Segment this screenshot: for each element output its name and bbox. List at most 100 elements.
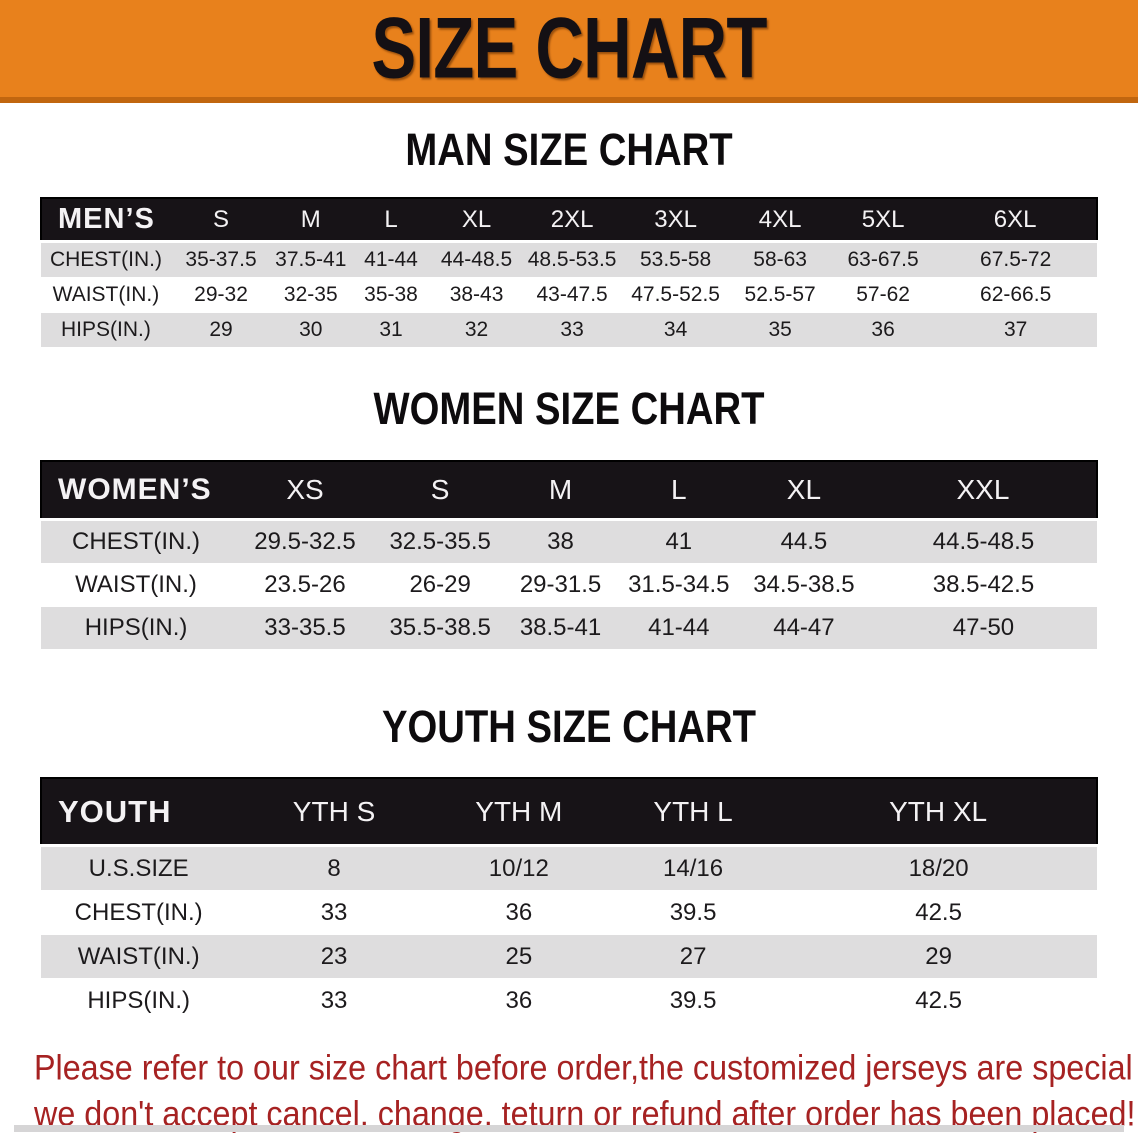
- youth-cell: 33: [320, 986, 348, 1014]
- table-row: CHEST(IN.) 35-37.5 37.5-41 41-44 44-48.5 48.5…: [41, 241, 1097, 278]
- youth-cell: 36: [505, 898, 533, 926]
- men-row-label: HIPS(IN.): [61, 318, 151, 341]
- youth-column-header: YTH XL: [780, 777, 1098, 847]
- women-cell: 38.5-42.5: [932, 571, 1035, 598]
- youth-cell: 29: [925, 942, 952, 970]
- table-header-row: YOUTH YTH S YTH M YTH L YTH XL: [39, 777, 1098, 847]
- women-table-body: CHEST(IN.) 29.5-32.5 32.5-35.5 38 41 44.5 44.5…: [41, 519, 1097, 650]
- women-cell: 44.5-48.5: [932, 528, 1035, 555]
- youth-column-header: YTH L: [605, 777, 781, 847]
- youth-cell: 42.5: [915, 898, 962, 926]
- youth-cell: 14/16: [663, 854, 724, 882]
- women-column-header: L: [619, 460, 738, 521]
- table-row: U.S.SIZE 8 10/12 14/16 18/20: [41, 845, 1097, 891]
- women-cell: 41: [665, 528, 693, 555]
- table-header-row: WOMEN’S XS S M L XL XXL: [39, 460, 1099, 521]
- youth-cell: 27: [679, 942, 707, 970]
- men-column-header: 3XL: [622, 197, 729, 243]
- women-cell: 29-31.5: [519, 571, 602, 598]
- table-row: HIPS(IN.) 29 30 31 32 33 34 35 36 37: [41, 312, 1097, 348]
- women-cell: 29.5-32.5: [254, 528, 356, 555]
- men-cell: 37.5-41: [275, 248, 347, 271]
- women-column-header: S: [378, 460, 502, 521]
- men-column-header: 5XL: [831, 197, 935, 243]
- table-row: HIPS(IN.) 33-35.5 35.5-38.5 38.5-41 41-44 44-…: [41, 606, 1097, 650]
- table-row: HIPS(IN.) 33 36 39.5 42.5: [41, 978, 1097, 1023]
- women-cell: 23.5-26: [264, 571, 346, 598]
- women-cell: 38.5-41: [519, 614, 602, 641]
- women-cell: 33-35.5: [264, 614, 346, 641]
- women-row-label: WAIST(IN.): [75, 571, 197, 598]
- youth-column-header: YTH M: [431, 777, 606, 847]
- section-heading-men: MAN SIZE CHART: [405, 124, 733, 175]
- men-cell: 63-67.5: [847, 248, 919, 271]
- youth-table-header: YOUTH YTH S YTH M YTH L YTH XL: [39, 777, 1098, 847]
- men-cell: 31: [379, 318, 403, 341]
- men-column-header: L: [350, 197, 432, 243]
- youth-cell: 39.5: [669, 898, 717, 926]
- men-column-header: M: [271, 197, 351, 243]
- women-column-header: M: [501, 460, 620, 521]
- table-row: WAIST(IN.) 23.5-26 26-29 29-31.5 31.5-34.5 34…: [41, 563, 1097, 607]
- men-column-header: XL: [431, 197, 522, 243]
- banner: SIZE CHART: [0, 0, 1138, 103]
- men-cell: 32: [464, 318, 489, 341]
- men-cell: 38-43: [449, 283, 504, 306]
- women-size-table: WOMEN’S XS S M L XL XXL CHEST(IN.) 29.5-32.5 32.5…: [39, 460, 1099, 650]
- disclaimer: Please refer to our size chart before or…: [34, 1045, 1138, 1137]
- men-cell: 36: [871, 318, 895, 341]
- women-cell: 44.5: [780, 528, 828, 555]
- section-heading-youth: YOUTH SIZE CHART: [381, 701, 756, 752]
- men-cell: 35: [768, 318, 792, 341]
- youth-cell: 36: [505, 986, 533, 1014]
- women-column-header: XS: [231, 460, 379, 521]
- men-cell: 43-47.5: [536, 283, 608, 306]
- youth-cell: 8: [327, 854, 341, 882]
- youth-row-label: HIPS(IN.): [87, 986, 191, 1014]
- men-column-header: 6XL: [934, 197, 1098, 243]
- men-cell: 58-63: [753, 248, 807, 271]
- men-column-header: 4XL: [728, 197, 832, 243]
- section-heading-women: WOMEN SIZE CHART: [373, 383, 765, 434]
- men-corner-label: MEN’S: [40, 197, 171, 243]
- women-cell: 44-47: [773, 614, 835, 641]
- men-column-header: S: [170, 197, 272, 243]
- men-cell: 35-37.5: [185, 248, 257, 271]
- men-column-header: 2XL: [521, 197, 623, 243]
- men-cell: 67.5-72: [980, 248, 1052, 271]
- women-cell: 34.5-38.5: [753, 571, 855, 598]
- men-cell: 29: [209, 318, 233, 341]
- women-cell: 26-29: [409, 571, 471, 598]
- men-cell: 41-44: [364, 248, 418, 271]
- bottom-strip: [14, 1125, 1124, 1132]
- youth-corner-label: YOUTH: [39, 777, 237, 847]
- men-cell: 35-38: [364, 283, 418, 306]
- youth-row-label: WAIST(IN.): [77, 942, 200, 970]
- youth-cell: 25: [505, 942, 533, 970]
- women-cell: 38: [547, 528, 574, 555]
- men-cell: 57-62: [856, 283, 910, 306]
- youth-cell: 18/20: [908, 854, 969, 882]
- men-cell: 47.5-52.5: [631, 283, 720, 306]
- men-cell: 32-35: [283, 283, 338, 306]
- women-table-header: WOMEN’S XS S M L XL XXL: [39, 460, 1099, 521]
- youth-table-body: U.S.SIZE 8 10/12 14/16 18/20 CHEST(IN.) 33 36 39…: [41, 845, 1097, 1023]
- women-cell: 41-44: [648, 614, 710, 641]
- men-cell: 33: [560, 318, 584, 341]
- men-size-table: MEN’S S M L XL 2XL 3XL 4XL 5XL 6XL CHEST(IN.) 35-37…: [40, 197, 1098, 348]
- men-row-label: WAIST(IN.): [52, 283, 160, 306]
- table-row: CHEST(IN.) 33 36 39.5 42.5: [41, 890, 1097, 935]
- men-row-label: CHEST(IN.): [49, 248, 162, 271]
- men-cell: 52.5-57: [744, 283, 816, 306]
- men-cell: 37: [1003, 318, 1028, 341]
- men-cell: 44-48.5: [440, 248, 513, 271]
- men-cell: 30: [299, 318, 323, 341]
- women-row-label: CHEST(IN.): [72, 528, 201, 555]
- youth-column-header: YTH S: [236, 777, 432, 847]
- men-cell: 29-32: [194, 283, 248, 306]
- women-cell: 35.5-38.5: [389, 614, 491, 641]
- youth-cell: 33: [320, 898, 348, 926]
- men-table-body: CHEST(IN.) 35-37.5 37.5-41 41-44 44-48.5 48.5…: [41, 241, 1097, 348]
- youth-row-label: CHEST(IN.): [74, 898, 203, 926]
